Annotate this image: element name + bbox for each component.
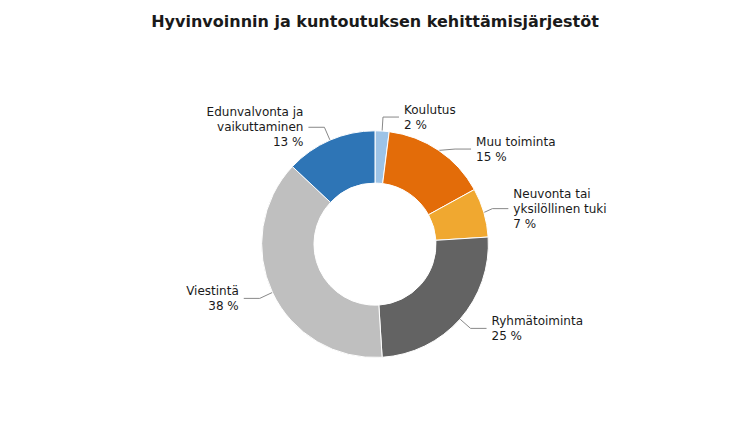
- svg-text:vaikuttaminen: vaikuttaminen: [217, 120, 303, 134]
- svg-text:yksilöllinen tuki: yksilöllinen tuki: [513, 202, 606, 216]
- svg-text:Edunvalvonta ja: Edunvalvonta ja: [207, 105, 304, 119]
- svg-text:Hyvinvoinnin ja kuntoutuksen k: Hyvinvoinnin ja kuntoutuksen kehittämisj…: [151, 12, 599, 31]
- svg-text:Koulutus: Koulutus: [404, 103, 456, 117]
- svg-text:Muu toiminta: Muu toiminta: [476, 135, 555, 149]
- svg-text:25 %: 25 %: [492, 329, 522, 343]
- svg-text:Neuvonta tai: Neuvonta tai: [513, 187, 590, 201]
- svg-text:7 %: 7 %: [513, 217, 536, 231]
- svg-text:38 %: 38 %: [208, 299, 239, 313]
- svg-text:Ryhmätoiminta: Ryhmätoiminta: [492, 314, 583, 328]
- svg-text:13 %: 13 %: [273, 135, 304, 149]
- svg-text:Viestintä: Viestintä: [186, 284, 239, 298]
- svg-text:15 %: 15 %: [476, 150, 507, 164]
- svg-text:2 %: 2 %: [404, 118, 427, 132]
